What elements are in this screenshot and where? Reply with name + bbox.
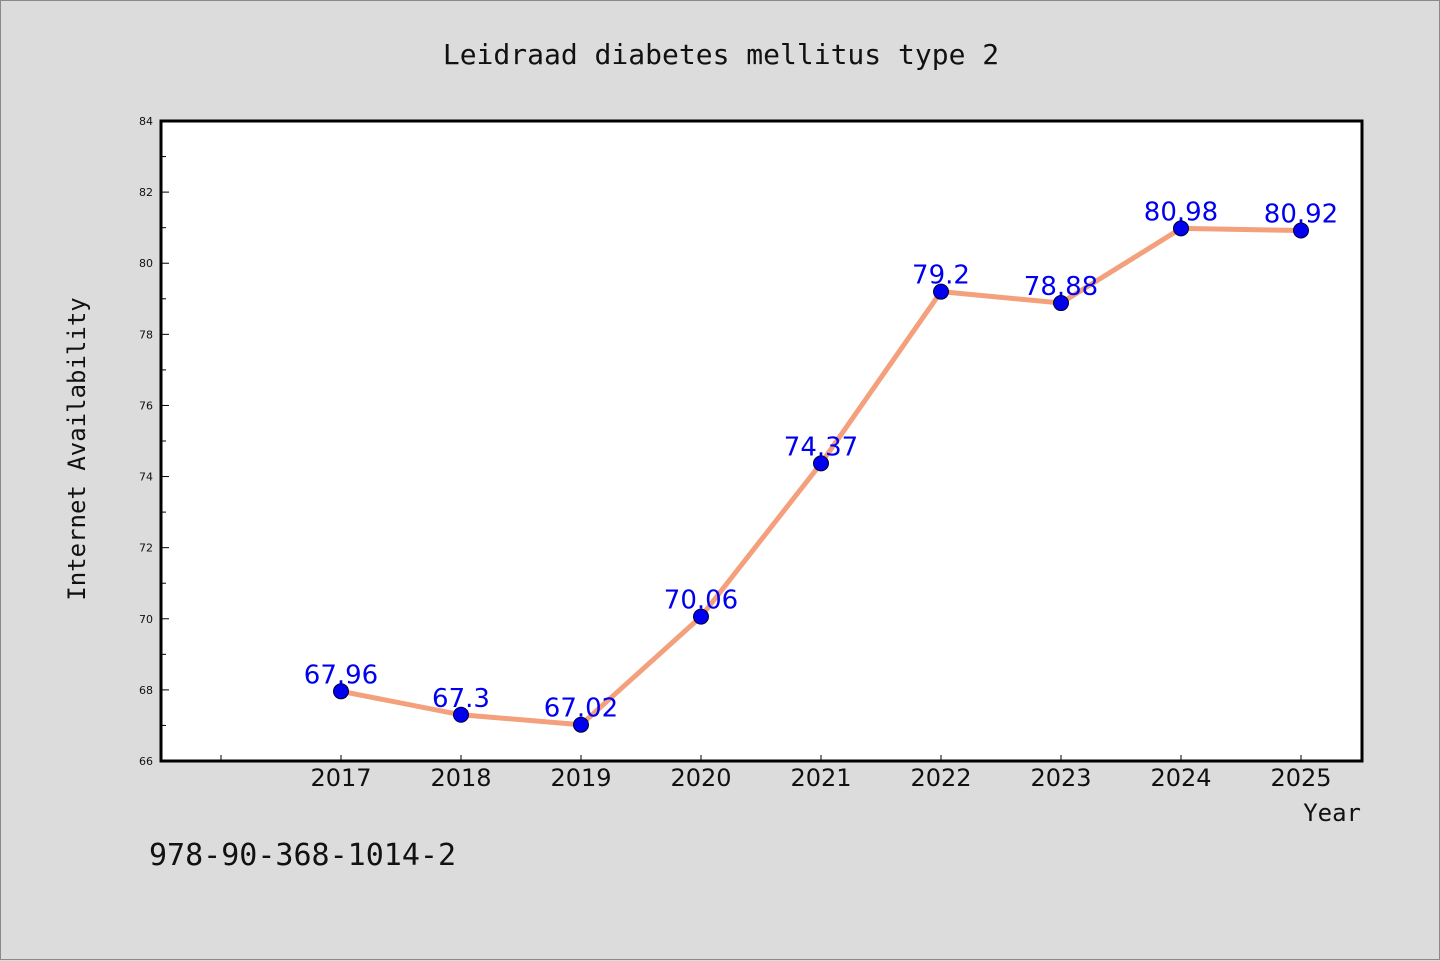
x-tick-label: 2025 bbox=[1270, 764, 1331, 792]
data-point bbox=[1293, 222, 1309, 239]
data-point bbox=[1173, 220, 1189, 237]
data-point bbox=[333, 683, 349, 700]
data-label: 74.37 bbox=[784, 432, 858, 462]
data-label: 79.2 bbox=[912, 261, 970, 291]
y-axis: 66 68 70 72 74 76 78 80 82 84 bbox=[139, 115, 169, 768]
data-point bbox=[813, 455, 829, 472]
y-tick-label: 72 bbox=[139, 542, 153, 555]
y-tick-label: 74 bbox=[139, 471, 153, 484]
chart-title: Leidraad diabetes mellitus type 2 bbox=[443, 38, 999, 71]
x-tick-label: 2018 bbox=[430, 764, 491, 792]
y-axis-label: Internet Availability bbox=[63, 297, 91, 600]
data-point bbox=[693, 608, 709, 625]
data-point bbox=[1053, 295, 1069, 312]
y-tick-label: 82 bbox=[139, 186, 153, 199]
x-tick-label: 2023 bbox=[1030, 764, 1091, 792]
data-label: 67.96 bbox=[304, 660, 378, 690]
x-tick-label: 2020 bbox=[670, 764, 731, 792]
footer-code: 978-90-368-1014-2 bbox=[149, 838, 456, 873]
x-tick-label: 2024 bbox=[1150, 764, 1211, 792]
series-layer: 67.96 67.3 67.02 70.06 74.37 79.2 78.88 80.98 80… bbox=[304, 197, 1338, 733]
data-label: 80.92 bbox=[1264, 200, 1338, 230]
data-label: 80.98 bbox=[1144, 197, 1218, 227]
x-tick-label: 2021 bbox=[790, 764, 851, 792]
data-point bbox=[573, 716, 589, 733]
data-label: 78.88 bbox=[1024, 272, 1098, 302]
x-tick-label: 2017 bbox=[310, 764, 371, 792]
x-axis: 2017 2018 2019 2020 2021 2022 2023 2024 2025 bbox=[220, 755, 1332, 792]
y-tick-label: 84 bbox=[139, 115, 153, 128]
data-point bbox=[453, 706, 469, 723]
data-point bbox=[933, 283, 949, 300]
data-label: 67.02 bbox=[544, 694, 618, 724]
y-tick-label: 66 bbox=[139, 755, 153, 768]
y-tick-label: 70 bbox=[139, 613, 153, 626]
y-tick-label: 78 bbox=[139, 328, 153, 341]
y-tick-label: 80 bbox=[139, 257, 153, 270]
data-label: 70.06 bbox=[664, 586, 738, 616]
y-tick-label: 68 bbox=[139, 684, 153, 697]
x-tick-label: 2022 bbox=[910, 764, 971, 792]
x-tick-label: 2019 bbox=[550, 764, 611, 792]
y-tick-label: 76 bbox=[139, 399, 153, 412]
x-axis-label: Year bbox=[1303, 799, 1361, 827]
data-label: 67.3 bbox=[432, 684, 490, 714]
plot-area bbox=[159, 119, 1364, 763]
